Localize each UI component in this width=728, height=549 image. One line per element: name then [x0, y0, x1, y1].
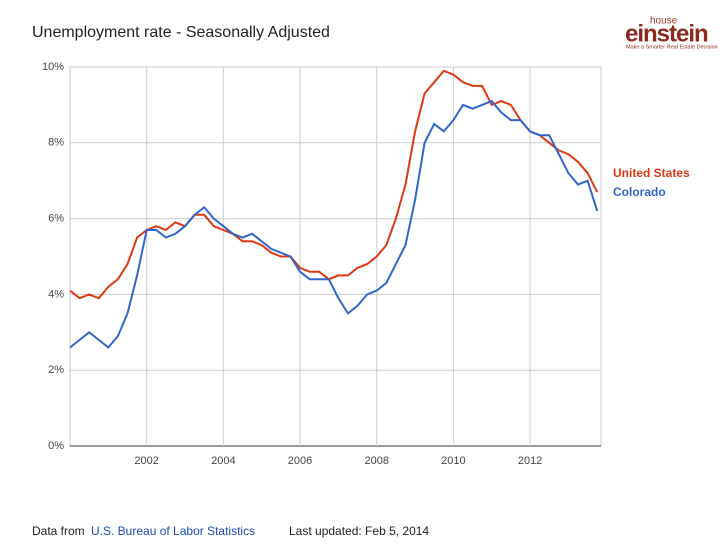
legend-label: United States: [613, 166, 690, 180]
logo-small: house: [650, 16, 678, 27]
y-tick-label: 2%: [48, 364, 64, 376]
last-updated: Last updated: Feb 5, 2014: [289, 524, 429, 538]
source-prefix: Data from: [32, 524, 85, 538]
chart-title: Unemployment rate - Seasonally Adjusted: [32, 24, 330, 41]
source-link[interactable]: U.S. Bureau of Labor Statistics: [91, 524, 255, 538]
series-line: [69, 99, 599, 349]
logo-tagline: Make a Smarter Real Estate Decision: [626, 44, 718, 50]
x-tick-label: 2006: [288, 455, 312, 467]
x-tick-label: 2008: [364, 455, 388, 467]
y-tick-label: 0%: [48, 440, 64, 452]
y-tick-label: 6%: [48, 213, 64, 225]
x-tick-label: 2004: [211, 455, 235, 467]
y-tick-label: 4%: [48, 288, 64, 300]
x-tick-label: 2012: [518, 455, 542, 467]
y-tick-label: 10%: [42, 61, 64, 73]
series-line: [69, 69, 599, 300]
plot-area: [69, 66, 602, 447]
y-tick-label: 8%: [48, 137, 64, 149]
x-tick-label: 2010: [441, 455, 465, 467]
logo-name: einstein: [625, 20, 708, 47]
x-tick-label: 2002: [134, 455, 158, 467]
legend-label: Colorado: [613, 185, 666, 199]
